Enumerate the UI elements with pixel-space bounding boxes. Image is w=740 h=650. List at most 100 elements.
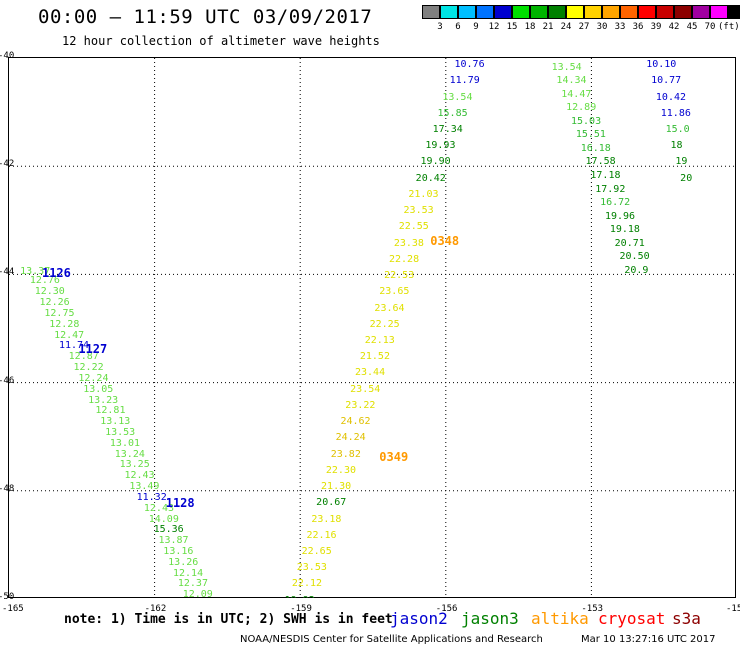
- scale-label: 42: [668, 22, 680, 32]
- wave-height-value: 12.24: [78, 372, 109, 384]
- wave-height-value: 13.87: [158, 535, 189, 547]
- wave-height-value: 20.67: [316, 497, 347, 509]
- wave-height-value: 10.77: [651, 75, 682, 87]
- wave-height-value: 22.12: [291, 578, 323, 590]
- legend-cryosat: cryosat: [598, 609, 666, 628]
- scale-label: 45: [686, 22, 698, 32]
- x-tick-label: -159: [290, 604, 312, 614]
- wave-height-value: 10.10: [646, 59, 677, 71]
- wave-height-value: 13.24: [114, 448, 145, 460]
- wave-height-value: 11.86: [660, 107, 691, 119]
- legend-s3a: s3a: [672, 609, 701, 628]
- wave-height-value: 12.09: [182, 589, 213, 598]
- scale-swatch: [620, 5, 638, 19]
- wave-height-value: 12.22: [73, 362, 104, 374]
- wave-height-value: 23.82: [330, 448, 361, 460]
- wave-height-value: 13.37: [20, 265, 51, 277]
- map-plot-area: [8, 57, 736, 598]
- wave-height-value: 19.92: [285, 595, 315, 598]
- wave-height-value: 12.30: [34, 286, 65, 298]
- wave-height-value: 20: [680, 172, 693, 184]
- wave-height-value: 12.28: [49, 318, 80, 330]
- scale-swatch: [584, 5, 602, 19]
- x-tick-label: -150: [726, 604, 740, 614]
- pass-time-label: 1128: [165, 496, 195, 511]
- map-subtitle: 12 hour collection of altimeter wave hei…: [62, 34, 380, 48]
- wave-height-value: 19.93: [425, 140, 456, 152]
- wave-height-value: 23.38: [393, 237, 424, 249]
- scale-label: 6: [455, 22, 461, 32]
- wave-height-value: 22.28: [388, 253, 420, 265]
- scale-label: 9: [473, 22, 479, 32]
- scale-label: 12: [488, 22, 500, 32]
- wave-height-value: 13.01: [109, 437, 141, 449]
- pass-time-label: 1127: [78, 342, 108, 357]
- wave-height-value: 11.32: [136, 491, 167, 503]
- wave-height-value: 15.36: [153, 524, 184, 536]
- wave-height-value: 12.47: [54, 329, 85, 341]
- wave-height-value: 12.75: [44, 307, 75, 319]
- x-tick-label: -153: [581, 604, 604, 614]
- x-tick-label: -165: [2, 604, 24, 614]
- wave-height-value: 13.49: [129, 481, 160, 493]
- wave-height-value: 12.43: [124, 470, 155, 482]
- wave-height-value: 22.16: [306, 529, 337, 541]
- pass-time-label: 1126: [41, 266, 71, 281]
- map-title: 00:00 – 11:59 UTC 03/09/2017: [38, 6, 373, 28]
- note-text: note: 1) Time is in UTC; 2) SWH is in fe…: [64, 612, 393, 627]
- wave-height-value: 13.26: [168, 556, 199, 568]
- scale-swatch: [638, 5, 656, 19]
- wave-height-value: 12.37: [177, 578, 208, 590]
- scale-swatch: [728, 5, 740, 19]
- y-tick-label: -42: [0, 159, 15, 170]
- y-tick-label: -50: [0, 592, 15, 602]
- wave-height-value: 13.23: [88, 394, 119, 406]
- scale-label: 15: [506, 22, 518, 32]
- wave-height-value: 23.44: [355, 367, 386, 379]
- wave-height-value: 21.30: [321, 481, 352, 493]
- scale-label: 70: [704, 22, 716, 32]
- wave-height-value: 23.53: [296, 562, 327, 574]
- y-tick-label: -46: [0, 375, 15, 386]
- wave-height-value: 19.96: [604, 210, 636, 222]
- scale-label: 36: [632, 22, 644, 32]
- wave-height-value: 11.74: [58, 340, 90, 352]
- wave-height-value: 12.87: [68, 351, 99, 363]
- wave-height-value: 12.14: [173, 567, 204, 579]
- scale-label: 3: [437, 22, 443, 32]
- wave-height-value: 13.13: [100, 416, 131, 428]
- wave-height-value: 13.25: [119, 459, 150, 471]
- legend-altika: altika: [531, 609, 589, 628]
- scale-swatch: [512, 5, 530, 19]
- pass-time-label: 0348: [430, 233, 460, 248]
- scale-swatch: [602, 5, 620, 19]
- scale-swatch: [656, 5, 674, 19]
- scale-swatch: [422, 5, 440, 19]
- wave-height-labels: 13.37 12.76 12.30 12.26 12.75 12.28 12.47 11.74…: [8, 57, 736, 598]
- y-tick-label: -48: [0, 483, 15, 494]
- wave-height-value: 15.85: [437, 107, 468, 119]
- wave-height-value: 10.76: [454, 59, 485, 71]
- wave-height-value: 24.62: [340, 416, 371, 428]
- wave-height-value: 23.22: [345, 399, 376, 411]
- wave-height-value: 17.34: [432, 124, 463, 136]
- wave-height-value: 20.71: [614, 237, 645, 249]
- wave-height-value: 10.42: [655, 91, 687, 103]
- wave-height-value: 14.09: [148, 513, 179, 525]
- wave-height-value: 17.92: [595, 183, 626, 195]
- wave-height-value: 20.42: [415, 172, 446, 184]
- wave-height-value: 22.13: [364, 335, 395, 347]
- legend-jason3: jason3: [461, 609, 519, 628]
- x-tick-label: -162: [144, 604, 167, 614]
- wave-height-value: 21.52: [359, 351, 390, 363]
- scale-label: 21: [542, 22, 554, 32]
- scale-swatch: [476, 5, 494, 19]
- wave-height-value: 16.72: [600, 197, 631, 209]
- wave-height-value: 12.26: [39, 297, 70, 309]
- wave-height-value: 11.79: [449, 75, 480, 87]
- scale-swatch: [566, 5, 584, 19]
- wave-height-value: 17.58: [585, 156, 616, 168]
- scale-label: 18: [524, 22, 536, 32]
- wave-height-value: 13.54: [551, 61, 582, 73]
- scale-swatch: [692, 5, 710, 19]
